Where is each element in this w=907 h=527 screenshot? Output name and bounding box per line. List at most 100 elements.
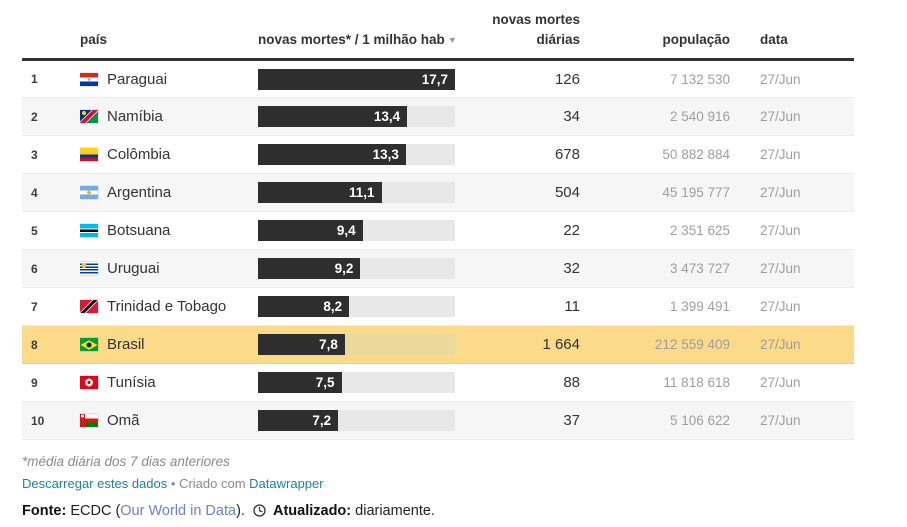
date-cell: 27/Jun	[730, 249, 854, 289]
country-cell: Tunísia	[80, 363, 258, 403]
rank-cell: 4	[22, 173, 80, 213]
daily-deaths-cell: 678	[462, 135, 580, 175]
country-cell: Omã	[80, 401, 258, 441]
bar-track: 9,2	[258, 258, 455, 280]
header-bar-column[interactable]: novas mortes* / 1 milhão hab ▼	[258, 10, 462, 62]
date-cell: 27/Jun	[730, 325, 854, 365]
daily-deaths-cell: 37	[462, 401, 580, 441]
country-flag-icon	[80, 110, 98, 124]
country-flag-icon	[80, 300, 98, 314]
country-name: Tunísia	[107, 374, 156, 392]
bar-cell: 8,2	[258, 287, 462, 327]
daily-deaths-cell: 126	[462, 59, 580, 99]
country-flag-icon	[80, 414, 98, 428]
daily-deaths-cell: 88	[462, 363, 580, 403]
date-cell: 27/Jun	[730, 97, 854, 137]
country-cell: Paraguai	[80, 59, 258, 99]
daily-deaths-cell: 1 664	[462, 325, 580, 365]
sort-desc-icon[interactable]: ▼	[447, 34, 457, 45]
bar-value-label: 11,1	[348, 185, 375, 201]
bar-track: 11,1	[258, 182, 455, 204]
source-label: Fonte:	[22, 503, 67, 520]
population-cell: 45 195 777	[580, 173, 730, 213]
bar-fill: 9,2	[258, 258, 361, 280]
bar-track: 7,5	[258, 372, 455, 394]
country-flag-icon	[80, 224, 98, 238]
bar-fill: 7,8	[258, 334, 345, 356]
daily-deaths-cell: 32	[462, 249, 580, 289]
source-prefix: ECDC (	[70, 503, 121, 520]
footnote-text: *média diária dos 7 dias anteriores	[22, 454, 230, 470]
rank-cell: 2	[22, 97, 80, 137]
country-flag-icon	[80, 186, 98, 200]
population-cell: 2 540 916	[580, 97, 730, 137]
table-row: 7 Trinidad e Tobago 8,2 11 1 399 491 27/…	[22, 287, 854, 327]
bar-fill: 7,5	[258, 372, 342, 394]
bar-value-label: 13,4	[373, 109, 401, 125]
bar-cell: 7,5	[258, 363, 462, 403]
bar-fill: 9,4	[258, 220, 363, 242]
population-cell: 5 106 622	[580, 401, 730, 441]
country-name: Colômbia	[107, 146, 171, 164]
country-flag-icon	[80, 148, 98, 162]
source-suffix: ).	[236, 503, 245, 520]
country-cell: Botsuana	[80, 211, 258, 251]
bar-cell: 13,4	[258, 97, 462, 137]
header-date[interactable]: data	[730, 10, 854, 62]
population-cell: 50 882 884	[580, 135, 730, 175]
table-body: 1 Paraguai 17,7 126 7 132 530 27/Jun 2 N…	[22, 59, 854, 441]
date-cell: 27/Jun	[730, 287, 854, 327]
bar-track: 7,8	[258, 334, 455, 356]
bar-track: 8,2	[258, 296, 455, 318]
date-cell: 27/Jun	[730, 401, 854, 441]
table-row: 6 Uruguai 9,2 32 3 473 727 27/Jun	[22, 249, 854, 289]
bar-fill: 13,4	[258, 106, 408, 128]
bar-track: 9,4	[258, 220, 455, 242]
table-row: 2 Namíbia 13,4 34 2 540 916 27/Jun	[22, 97, 854, 137]
rank-cell: 1	[22, 59, 80, 99]
population-cell: 212 559 409	[580, 325, 730, 365]
date-cell: 27/Jun	[730, 135, 854, 175]
country-cell: Argentina	[80, 173, 258, 213]
bar-value-label: 8,2	[323, 299, 343, 315]
bar-value-label: 7,5	[315, 375, 335, 391]
country-name: Uruguai	[107, 260, 160, 278]
daily-deaths-cell: 34	[462, 97, 580, 137]
rank-cell: 7	[22, 287, 80, 327]
population-cell: 7 132 530	[580, 59, 730, 99]
table-row: 9 Tunísia 7,5 88 11 818 618 27/Jun	[22, 363, 854, 403]
country-name: Brasil	[107, 336, 145, 354]
separator-dot: •	[170, 476, 176, 492]
header-country[interactable]: país	[80, 10, 258, 62]
bar-value-label: 13,3	[372, 147, 399, 163]
date-cell: 27/Jun	[730, 363, 854, 403]
download-data-link[interactable]: Descarregar estes dados	[22, 476, 168, 492]
country-flag-icon	[80, 72, 98, 86]
country-name: Namíbia	[107, 108, 163, 126]
datawrapper-link[interactable]: Datawrapper	[249, 476, 324, 492]
header-population[interactable]: população	[580, 10, 730, 62]
country-flag-icon	[80, 262, 98, 276]
bar-cell: 13,3	[258, 135, 462, 175]
date-cell: 27/Jun	[730, 59, 854, 99]
bar-value-label: 9,4	[336, 223, 356, 239]
bar-value-label: 17,7	[421, 71, 448, 87]
header-deaths[interactable]: novas mortes diárias	[462, 10, 580, 62]
attribution-line: Descarregar estes dados • Criado com Dat…	[22, 476, 854, 491]
rank-cell: 8	[22, 325, 80, 365]
bar-fill: 8,2	[258, 296, 350, 318]
datawrapper-table-widget: país novas mortes* / 1 milhão hab ▼ novas…	[0, 0, 876, 519]
rank-cell: 5	[22, 211, 80, 251]
bar-track: 13,4	[258, 106, 455, 128]
country-cell: Colômbia	[80, 135, 258, 175]
daily-deaths-cell: 11	[462, 287, 580, 327]
table-header: país novas mortes* / 1 milhão hab ▼ novas…	[22, 10, 854, 62]
population-cell: 11 818 618	[580, 363, 730, 403]
date-cell: 27/Jun	[730, 173, 854, 213]
bar-fill: 17,7	[258, 68, 455, 90]
country-cell: Brasil	[80, 325, 258, 365]
bar-fill: 11,1	[258, 182, 382, 204]
our-world-in-data-link[interactable]: Our World in Data	[120, 503, 237, 520]
bar-track: 13,3	[258, 144, 455, 166]
bar-value-label: 7,2	[312, 413, 332, 429]
